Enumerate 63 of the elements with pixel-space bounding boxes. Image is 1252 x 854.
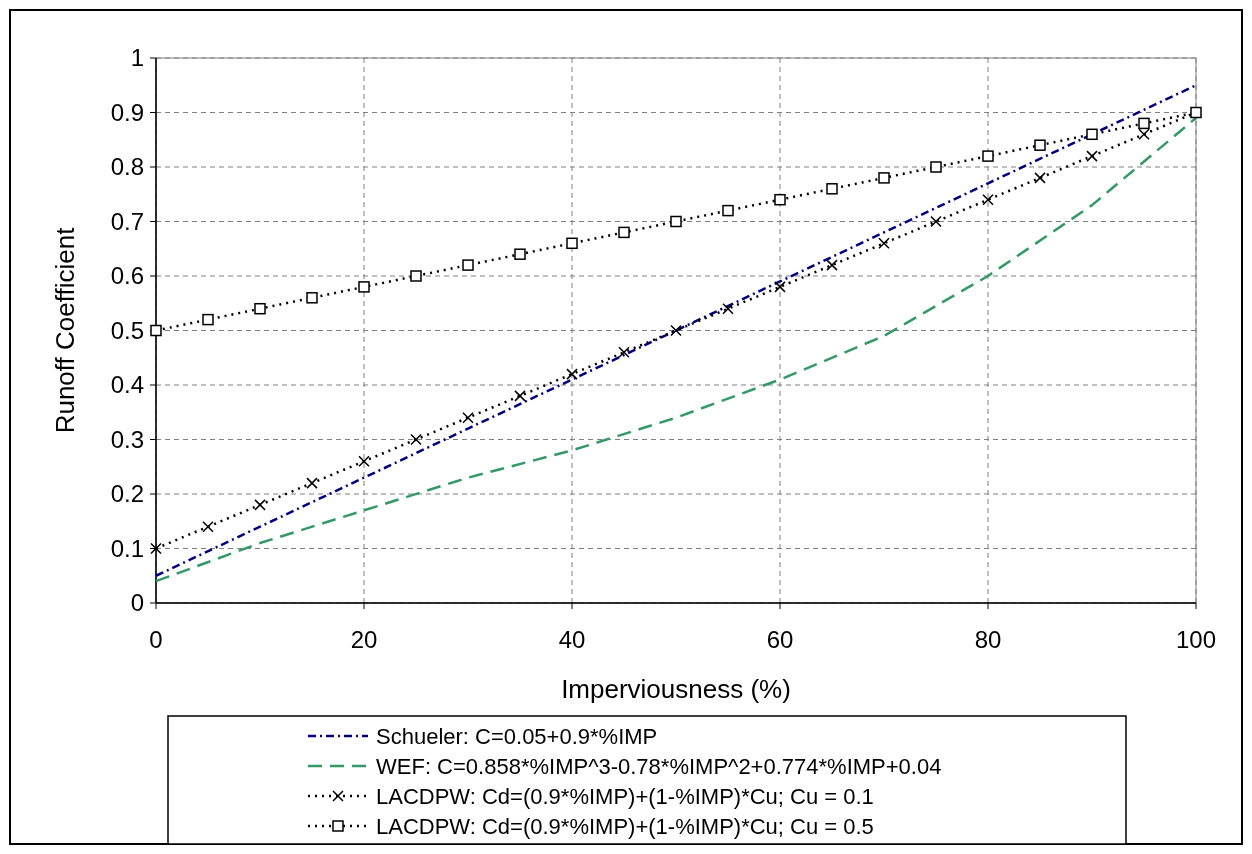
x-tick-label: 100 bbox=[1175, 626, 1217, 653]
point bbox=[878, 237, 890, 250]
legend-label: LACDPW: Cd=(0.9*%IMP)+(1-%IMP)*Cu; Cu = 0.1 bbox=[376, 784, 874, 809]
point bbox=[826, 259, 838, 271]
point bbox=[566, 237, 578, 250]
point bbox=[306, 477, 318, 489]
point bbox=[618, 226, 630, 239]
point bbox=[150, 324, 162, 337]
point bbox=[982, 193, 994, 206]
point bbox=[358, 455, 370, 468]
y-tick-label: 0.4 bbox=[110, 371, 144, 398]
point bbox=[930, 161, 942, 173]
legend-label: WEF: C=0.858*%IMP^3-0.78*%IMP^2+0.774*%IMP+0.04 bbox=[376, 754, 942, 779]
y-tick-label: 0.7 bbox=[110, 207, 144, 235]
point bbox=[670, 324, 682, 337]
point bbox=[514, 390, 526, 402]
point bbox=[1138, 117, 1150, 130]
x-axis-title: Imperviousness (%) bbox=[561, 674, 791, 704]
point bbox=[1086, 150, 1098, 162]
y-tick-label: 0.8 bbox=[110, 153, 144, 180]
point bbox=[358, 281, 370, 293]
y-tick-label: 0.9 bbox=[110, 98, 144, 126]
x-tick-label: 80 bbox=[974, 626, 1002, 653]
point bbox=[410, 433, 422, 446]
point bbox=[774, 281, 786, 293]
point bbox=[1086, 128, 1098, 141]
legend-label: LACDPW: Cd=(0.9*%IMP)+(1-%IMP)*Cu; Cu = 0.5 bbox=[376, 814, 874, 839]
y-tick-label: 0.2 bbox=[110, 480, 144, 507]
x-tick-label: 40 bbox=[558, 626, 586, 653]
point bbox=[774, 193, 786, 206]
x-tick-label: 60 bbox=[766, 626, 794, 653]
point bbox=[306, 292, 318, 304]
y-tick-label: 0 bbox=[130, 589, 144, 616]
y-tick-label: 0.3 bbox=[110, 425, 144, 453]
y-tick-label: 0.1 bbox=[110, 534, 144, 562]
point bbox=[1138, 128, 1150, 141]
point bbox=[462, 259, 474, 271]
point bbox=[150, 542, 162, 555]
y-tick-label: 1 bbox=[130, 44, 144, 71]
y-axis-title: Runoff Coefficient bbox=[50, 226, 80, 434]
point bbox=[670, 215, 682, 228]
point bbox=[462, 411, 474, 424]
point bbox=[1034, 139, 1046, 151]
point bbox=[202, 520, 214, 533]
point bbox=[566, 368, 578, 380]
legend-label: Schueler: C=0.05+0.9*%IMP bbox=[376, 724, 658, 749]
point bbox=[826, 183, 838, 195]
y-tick-label: 0.5 bbox=[110, 316, 144, 344]
point bbox=[202, 313, 214, 326]
point bbox=[1034, 172, 1046, 184]
point bbox=[254, 302, 266, 315]
point bbox=[878, 172, 890, 184]
point bbox=[618, 346, 630, 359]
point bbox=[514, 248, 526, 260]
point bbox=[722, 302, 734, 315]
point bbox=[410, 270, 422, 282]
point bbox=[982, 150, 994, 162]
x-tick-label: 0 bbox=[149, 626, 163, 653]
y-tick-label: 0.6 bbox=[110, 262, 144, 289]
x-tick-label: 20 bbox=[350, 626, 378, 653]
point bbox=[722, 204, 734, 217]
point bbox=[254, 499, 266, 511]
point bbox=[930, 215, 942, 228]
